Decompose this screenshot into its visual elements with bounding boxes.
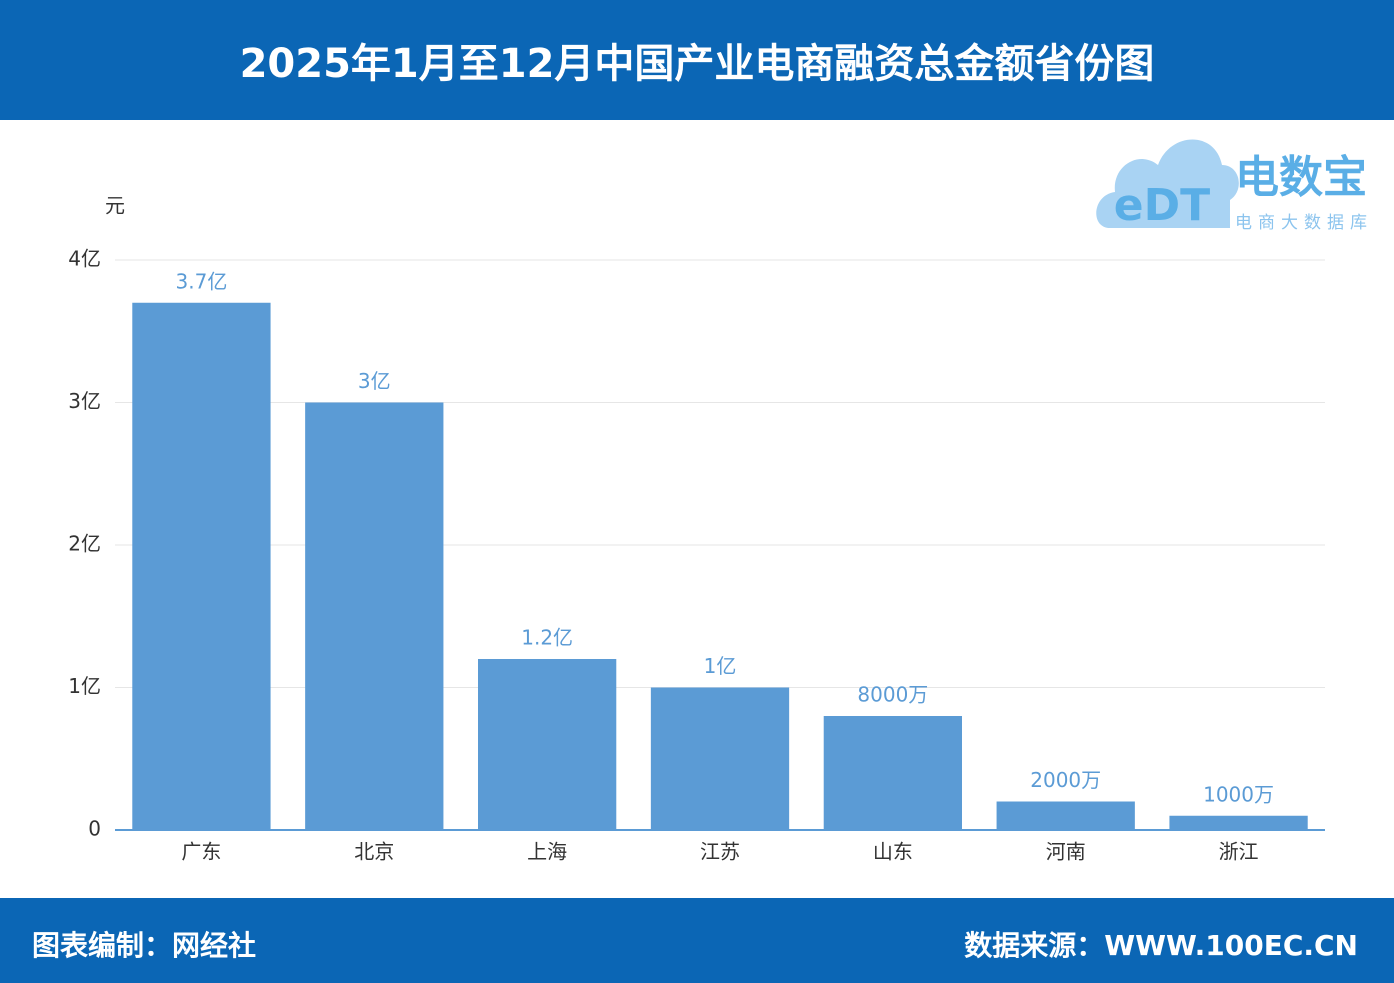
footer: 图表编制：网经社 数据来源：WWW.100EC.CN <box>0 898 1394 983</box>
bar <box>823 716 962 830</box>
logo-sub: 电商大数据库 <box>1235 213 1373 233</box>
footer-right: 数据来源：WWW.100EC.CN <box>964 929 1358 962</box>
y-tick-label: 4亿 <box>68 247 101 271</box>
y-tick-label: 0 <box>88 817 101 841</box>
x-tick-label: 北京 <box>354 840 394 864</box>
y-unit: 元 <box>105 194 125 218</box>
value-label: 1亿 <box>704 654 737 678</box>
bar <box>305 402 444 830</box>
x-tick-label: 浙江 <box>1219 840 1259 864</box>
value-label: 3.7亿 <box>176 269 228 293</box>
x-tick-label: 山东 <box>873 840 913 864</box>
value-label: 2000万 <box>1030 768 1101 792</box>
bar <box>650 687 790 830</box>
x-tick-label: 江苏 <box>700 840 740 864</box>
logo-mark: eDT <box>1114 180 1210 231</box>
x-tick-label: 广东 <box>181 840 221 864</box>
y-tick-label: 3亿 <box>68 389 101 413</box>
logo-name: 电数宝 <box>1235 152 1367 203</box>
y-tick-label: 2亿 <box>68 532 101 556</box>
logo-cloud <box>1096 139 1239 228</box>
value-label: 8000万 <box>857 683 928 707</box>
chart-title: 2025年1月至12月中国产业电商融资总金额省份图 <box>0 0 1394 120</box>
value-label: 1.2亿 <box>521 626 573 650</box>
bar <box>1169 815 1308 830</box>
bar <box>132 302 271 830</box>
logo: eDT 电数宝 电商大数据库 <box>1096 139 1373 233</box>
x-tick-label: 河南 <box>1046 840 1086 864</box>
value-label: 1000万 <box>1203 782 1274 806</box>
bar <box>996 801 1135 830</box>
value-label: 3亿 <box>358 369 391 393</box>
footer-left: 图表编制：网经社 <box>32 929 257 962</box>
y-tick-label: 1亿 <box>68 674 101 698</box>
x-tick-label: 上海 <box>527 840 567 864</box>
bar <box>478 659 617 830</box>
